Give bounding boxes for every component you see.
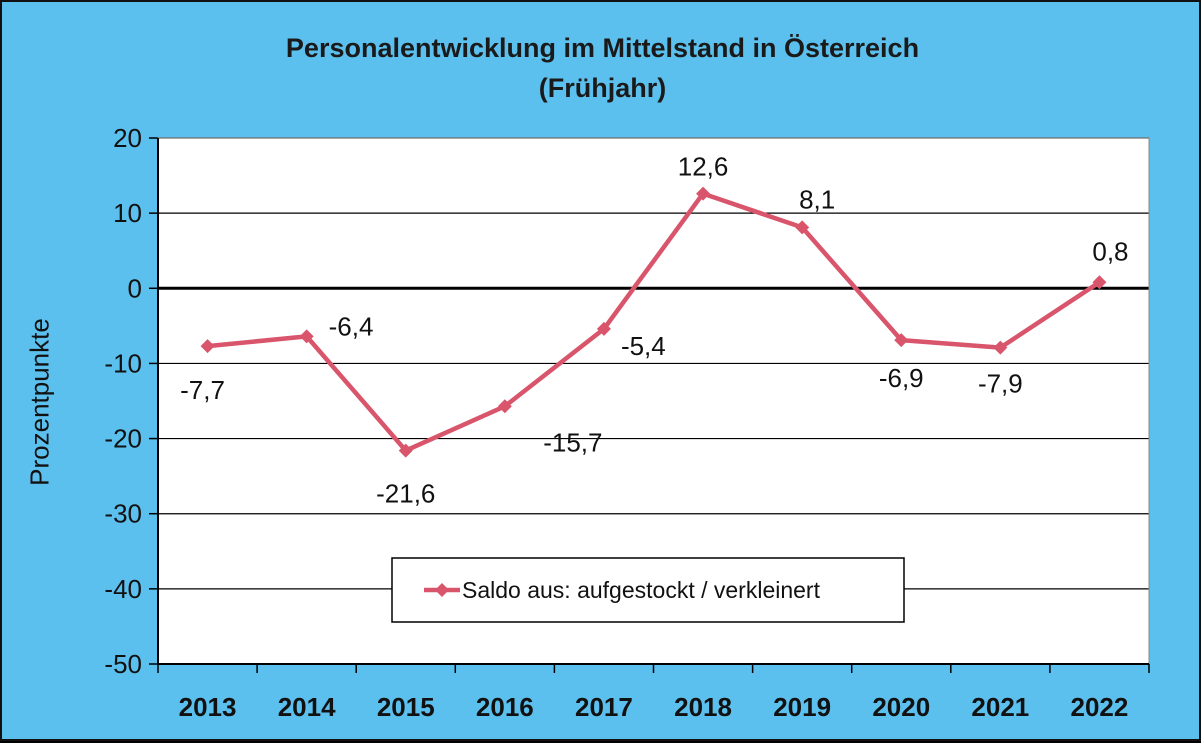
x-tick-label: 2014: [278, 692, 336, 722]
x-tick-label: 2022: [1071, 692, 1129, 722]
y-tick-label: 0: [128, 273, 142, 303]
x-tick-label: 2015: [377, 692, 435, 722]
x-tick-label: 2017: [575, 692, 633, 722]
data-point: [696, 186, 711, 201]
data-label: 12,6: [678, 152, 729, 182]
y-tick-label: -40: [104, 574, 142, 604]
y-tick-label: -20: [104, 424, 142, 454]
data-label: -15,7: [543, 427, 602, 457]
data-label: -21,6: [376, 479, 435, 509]
data-point: [299, 329, 314, 344]
chart-title-block: Personalentwicklung im Mittelstand in Ös…: [2, 28, 1201, 108]
data-point: [795, 220, 810, 235]
x-tick-label: 2018: [674, 692, 732, 722]
y-tick-label: -30: [104, 499, 142, 529]
data-point: [398, 443, 413, 458]
data-point: [497, 399, 512, 414]
legend-box: [391, 557, 905, 623]
x-tick-label: 2019: [773, 692, 831, 722]
data-point: [200, 339, 215, 354]
y-tick-label: -10: [104, 348, 142, 378]
data-label: -5,4: [621, 331, 666, 361]
chart-title: Personalentwicklung im Mittelstand in Ös…: [285, 33, 920, 63]
x-tick-label: 2020: [872, 692, 930, 722]
chart-subtitle: (Frühjahr): [538, 73, 667, 103]
series-line: [207, 191, 1101, 453]
data-point: [894, 333, 909, 348]
x-tick-label: 2021: [971, 692, 1029, 722]
x-tick-label: 2013: [179, 692, 237, 722]
data-point: [993, 340, 1008, 355]
x-tick-label: 2016: [476, 692, 534, 722]
y-tick-label: 10: [113, 198, 142, 228]
data-label: 0,8: [1092, 236, 1128, 266]
data-label: -7,7: [180, 375, 225, 405]
legend-label: Saldo aus: aufgestockt / verkleinert: [462, 577, 821, 603]
y-tick-label: -50: [104, 649, 142, 679]
data-point: [596, 321, 611, 336]
data-label: 8,1: [799, 184, 835, 214]
data-label: -6,9: [879, 363, 924, 393]
data-point: [1092, 275, 1107, 290]
data-label: -7,9: [978, 369, 1023, 399]
y-tick-label: 20: [113, 123, 142, 153]
legend-marker-swatch: [435, 583, 449, 597]
data-label: -6,4: [329, 311, 374, 341]
